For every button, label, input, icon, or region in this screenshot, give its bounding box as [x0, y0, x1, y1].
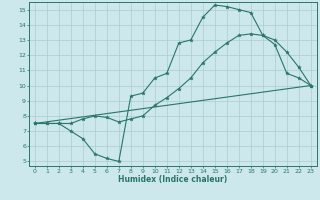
X-axis label: Humidex (Indice chaleur): Humidex (Indice chaleur) — [118, 175, 228, 184]
